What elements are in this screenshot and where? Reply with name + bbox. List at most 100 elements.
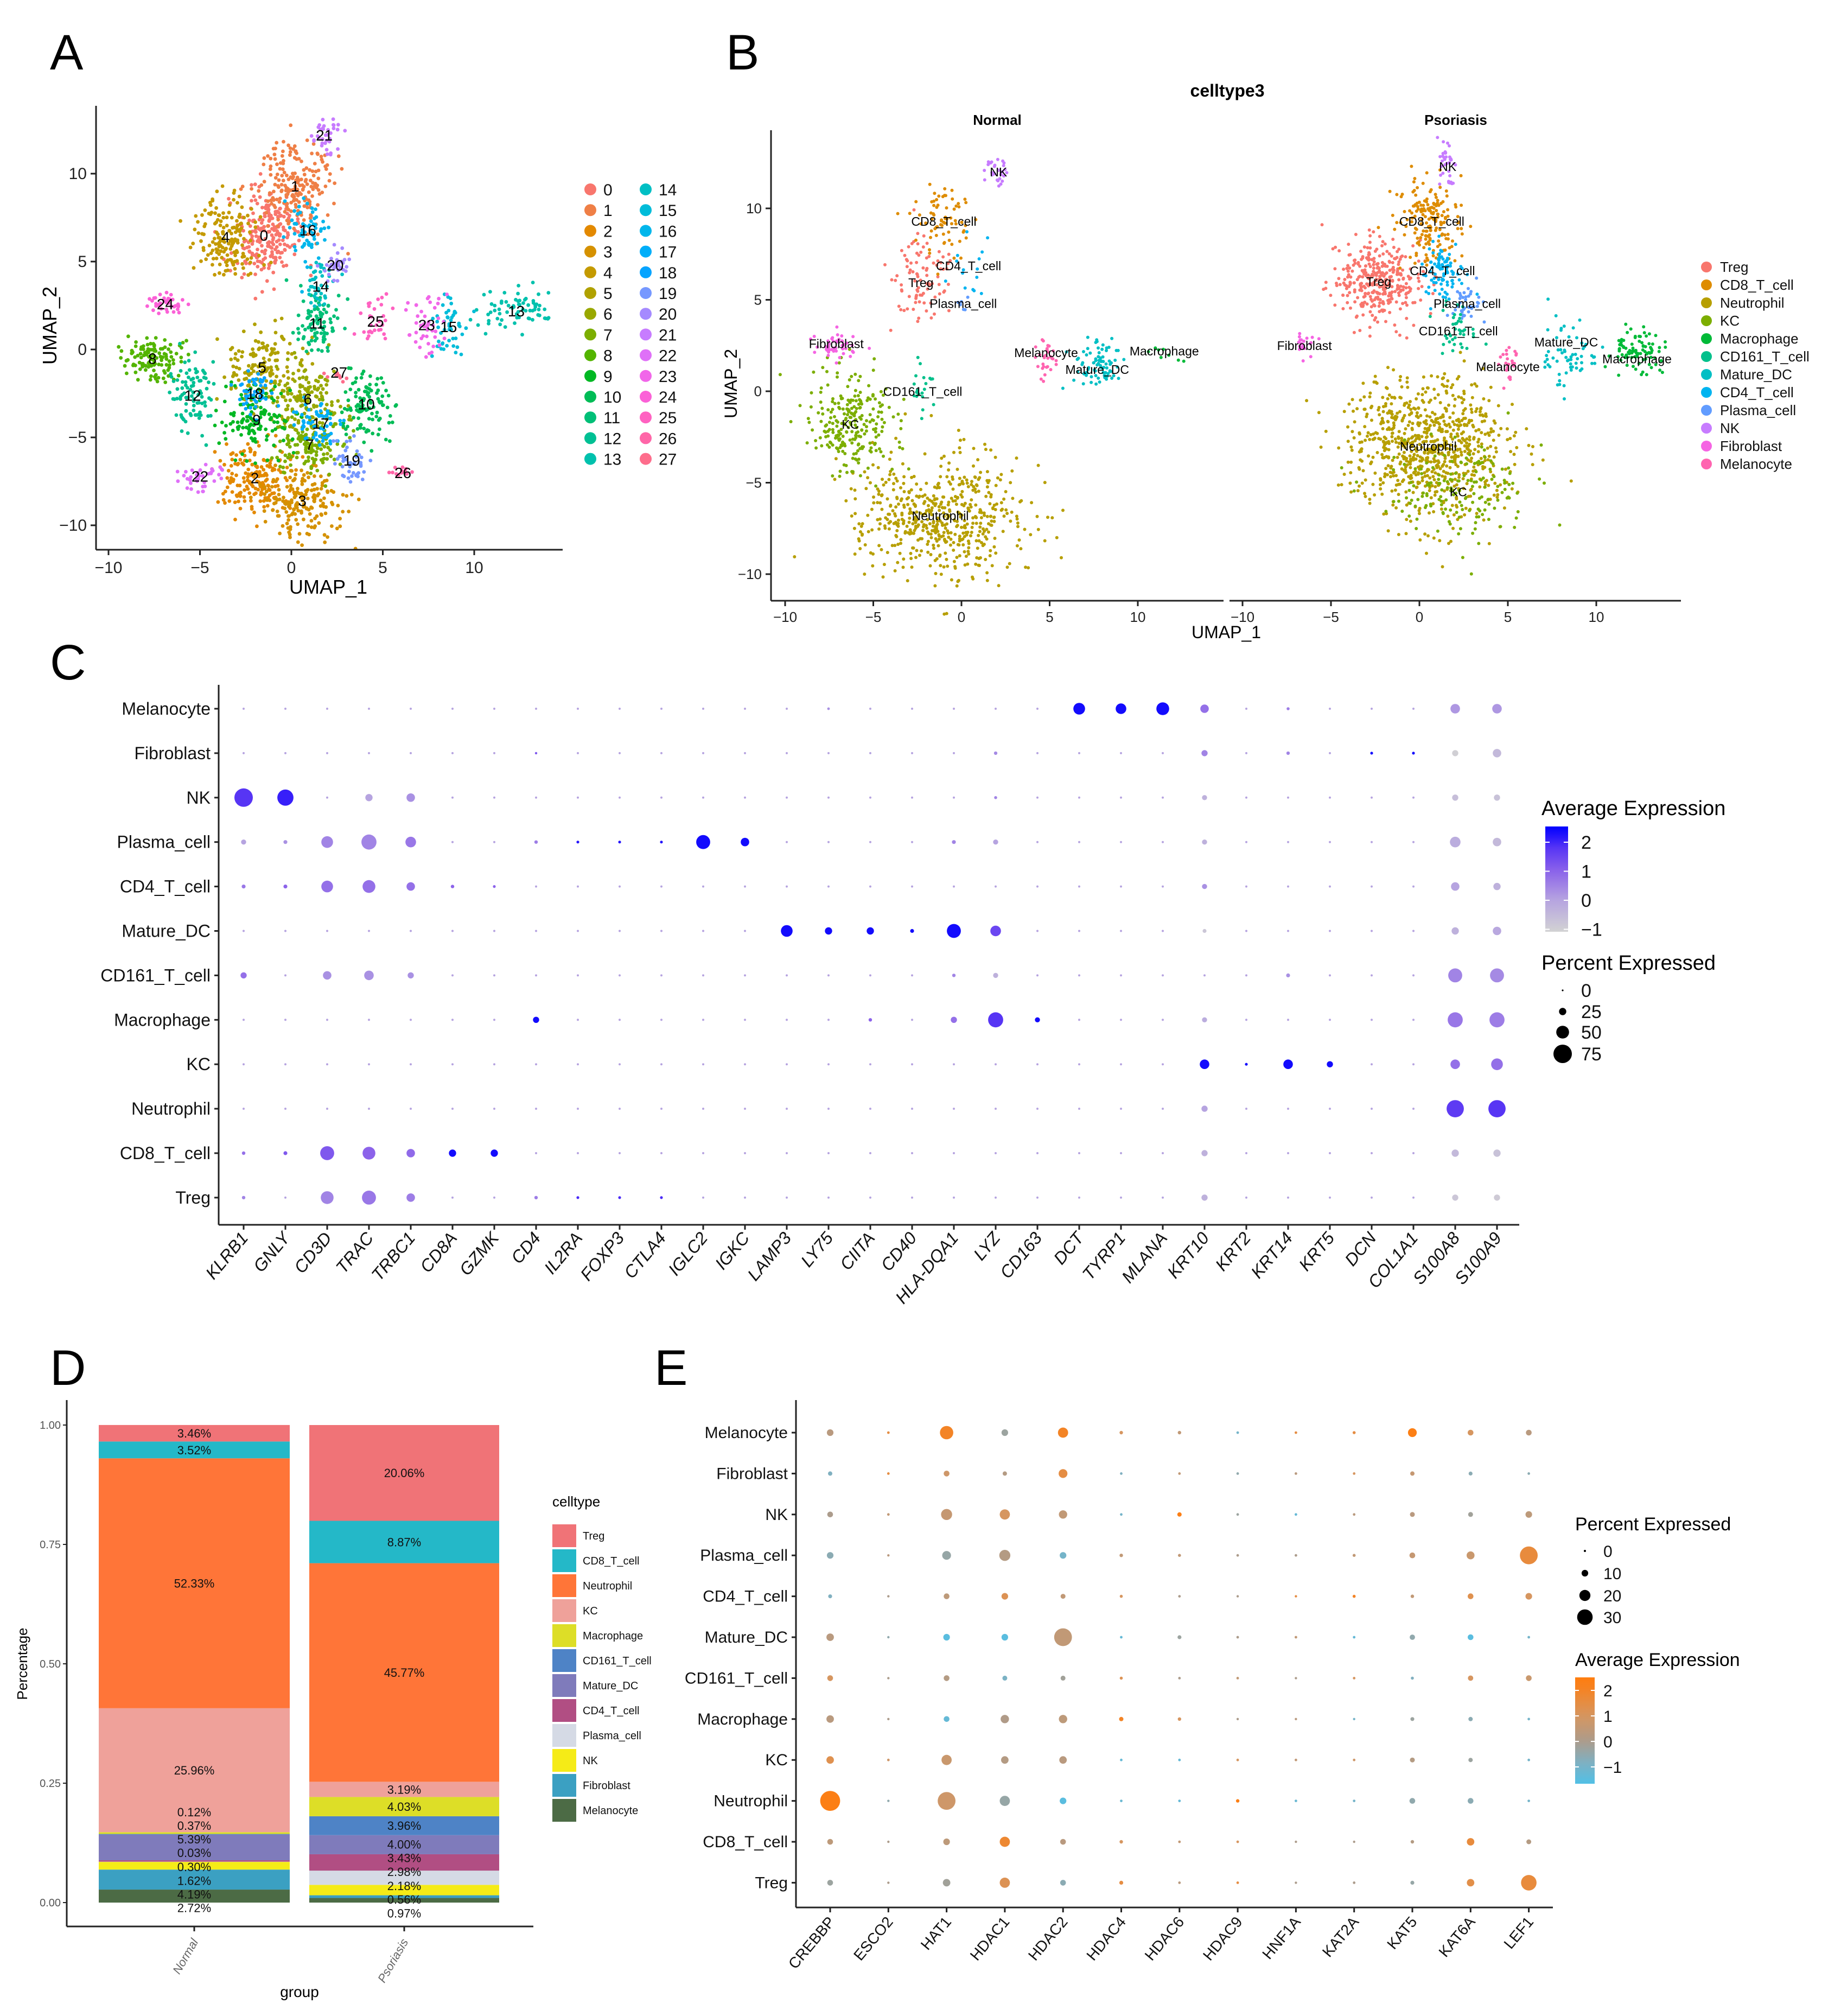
umap-point-neutrophil	[1444, 389, 1448, 393]
umap-point-cluster-19	[360, 478, 365, 481]
umap-point-cluster-12	[169, 375, 174, 379]
umap-point-neutrophil	[1346, 460, 1350, 464]
umap-point-cluster-1	[292, 195, 296, 199]
umap-point-neutrophil	[1055, 536, 1059, 539]
umap-point-nk	[1001, 170, 1004, 174]
umap-point-neutrophil	[858, 530, 862, 533]
umap-point-cluster-15	[445, 315, 450, 319]
umap-point-macrophage	[1167, 353, 1171, 357]
umap-point-cluster-1	[303, 179, 308, 183]
umap-point-cluster-17	[312, 425, 316, 429]
umap-point-cluster-15	[447, 339, 451, 342]
umap-point-kc	[848, 438, 852, 442]
umap-point-neutrophil	[971, 522, 975, 525]
umap-point-mature_dc	[1097, 359, 1101, 363]
umap-point-cluster-1	[301, 187, 305, 191]
umap-point-kc	[1460, 504, 1463, 507]
umap-point-neutrophil	[1370, 418, 1373, 422]
umap-point-neutrophil	[1420, 393, 1424, 397]
umap-point-neutrophil	[920, 549, 923, 553]
umap-point-cluster-0	[278, 222, 283, 226]
umap-point-neutrophil	[999, 473, 1003, 476]
umap-point-cluster-7	[348, 436, 352, 440]
umap-point-cd8_t_cell	[941, 195, 945, 199]
umap-point-neutrophil	[958, 511, 961, 515]
umap-point-neutrophil	[944, 551, 947, 555]
umap-point-neutrophil	[925, 481, 928, 485]
umap-point-cluster-0	[271, 270, 276, 275]
umap-point-cluster-12	[178, 341, 182, 346]
umap-point-cluster-6	[293, 379, 297, 383]
umap-point-cluster-13	[513, 321, 517, 325]
umap-point-cluster-6	[303, 387, 307, 391]
umap-point-cluster-1	[316, 176, 321, 181]
umap-point-cluster-9	[231, 420, 235, 424]
umap-point-neutrophil	[1428, 424, 1432, 428]
umap-point-cluster-10	[381, 381, 385, 385]
umap-point-cluster-2	[249, 449, 252, 454]
umap-point-cluster-4	[207, 244, 212, 247]
umap-point-cluster-0	[280, 260, 284, 264]
umap-point-neutrophil	[902, 490, 906, 493]
umap-point-kc	[1340, 466, 1343, 469]
umap-point-neutrophil	[948, 508, 951, 512]
umap-point-neutrophil	[923, 452, 927, 456]
umap-point-cluster-10	[359, 423, 363, 427]
umap-point-fibroblast	[838, 356, 842, 359]
umap-point-cluster-0	[297, 238, 301, 243]
umap-point-neutrophil	[1411, 491, 1415, 494]
umap-point-neutrophil	[947, 468, 951, 472]
umap-point-neutrophil	[1527, 443, 1531, 447]
cluster-label: 10	[358, 396, 375, 413]
umap-point-mature_dc	[1088, 351, 1092, 355]
umap-point-cluster-1	[282, 158, 285, 163]
umap-point-kc	[846, 385, 850, 389]
umap-point-neutrophil	[975, 556, 979, 559]
umap-point-cluster-4	[248, 230, 252, 234]
umap-point-neutrophil	[1449, 435, 1453, 438]
umap-point-cluster-4	[240, 255, 245, 259]
umap-point-cluster-1	[278, 196, 282, 201]
umap-point-neutrophil	[897, 503, 900, 506]
umap-point-treg	[1354, 233, 1358, 236]
umap-point-cluster-8	[149, 357, 154, 361]
umap-point-neutrophil	[886, 551, 889, 555]
umap-point-cluster-1	[262, 156, 266, 160]
umap-point-neutrophil	[1387, 448, 1391, 451]
umap-point-neutrophil	[1351, 398, 1354, 402]
umap-point-neutrophil	[1060, 556, 1063, 559]
umap-point-cluster-1	[302, 218, 306, 222]
umap-point-cluster-17	[325, 424, 329, 428]
umap-point-cluster-2	[301, 455, 305, 459]
umap-point-neutrophil	[969, 503, 972, 506]
umap-point-treg	[883, 263, 887, 266]
umap-point-neutrophil	[983, 513, 986, 517]
umap-point-cluster-19	[341, 459, 345, 463]
umap-point-neutrophil	[974, 539, 978, 543]
umap-point-neutrophil	[1358, 431, 1361, 435]
umap-point-neutrophil	[1043, 539, 1047, 543]
umap-point-cluster-2	[235, 462, 240, 467]
umap-point-cluster-22	[184, 469, 188, 474]
umap-point-neutrophil	[1427, 426, 1431, 430]
umap-point-cluster-8	[167, 366, 171, 370]
umap-point-cd4_t_cell	[980, 250, 984, 254]
umap-point-cluster-5	[264, 379, 269, 383]
umap-point-neutrophil	[1430, 374, 1434, 378]
umap-point-cluster-5	[281, 336, 284, 340]
umap-point-cd8_t_cell	[908, 212, 912, 215]
umap-point-cluster-16	[307, 240, 311, 245]
umap-point-neutrophil	[1360, 481, 1364, 485]
umap-point-neutrophil	[970, 498, 973, 502]
umap-point-mature_dc	[1116, 365, 1119, 369]
umap-point-neutrophil	[1410, 428, 1414, 431]
umap-point-cluster-3	[300, 509, 303, 513]
umap-point-cluster-21	[321, 118, 325, 122]
umap-point-neutrophil	[923, 493, 927, 497]
umap-point-cluster-10	[390, 420, 394, 424]
umap-point-cluster-1	[266, 154, 270, 158]
umap-point-cluster-15	[451, 336, 455, 341]
umap-point-cluster-21	[309, 134, 314, 138]
umap-point-cluster-13	[493, 303, 497, 308]
umap-point-kc	[1392, 500, 1396, 504]
